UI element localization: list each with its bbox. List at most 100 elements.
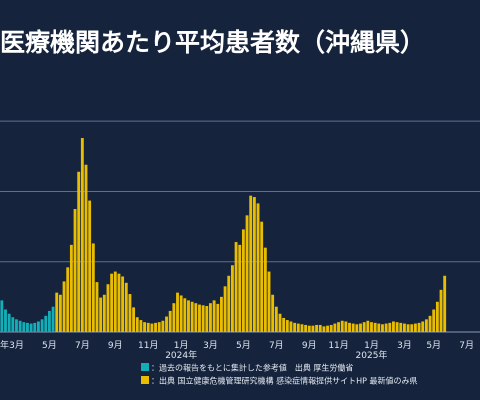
bar-s1-10 (33, 322, 37, 332)
bar-s2-87 (315, 324, 319, 332)
bar-s2-59 (212, 300, 216, 332)
bar-s1-5 (15, 319, 18, 332)
bar-s2-37 (132, 307, 136, 332)
bar-s1-13 (44, 315, 48, 332)
x-tick-label: 3月 (203, 340, 218, 351)
x-tick-label: 9月 (108, 340, 123, 351)
x-tick-label: 1月 (174, 340, 189, 351)
bar-s2-120 (435, 301, 439, 332)
bar-s2-43 (154, 322, 157, 332)
bar-s1-6 (18, 320, 22, 332)
bar-s2-51 (183, 298, 187, 332)
x-tick-label: 1月 (364, 340, 379, 351)
year-label: 2025年 (356, 349, 388, 361)
bar-s2-33 (117, 273, 121, 332)
bar-s2-18 (62, 281, 66, 332)
bar-s2-63 (227, 275, 231, 332)
page-title: 医療機関あたり平均患者数（沖縄県） (0, 28, 426, 57)
bar-s2-106 (384, 323, 388, 332)
bar-s2-39 (139, 320, 143, 332)
bar-s2-110 (399, 322, 403, 332)
x-tick-label: 7月 (75, 340, 90, 351)
bar-s1-11 (37, 321, 40, 332)
bar-s2-53 (190, 301, 194, 332)
bar-s2-16 (55, 292, 59, 332)
bar-s2-90 (326, 325, 329, 332)
bar-s2-23 (80, 138, 84, 332)
bar-s2-101 (366, 320, 370, 332)
bar-s2-117 (424, 319, 428, 332)
bar-s2-83 (300, 324, 304, 332)
bar-s2-54 (194, 303, 198, 332)
x-tick-label: 9月 (302, 340, 317, 351)
bar-s2-116 (421, 321, 425, 332)
bar-s2-84 (304, 324, 308, 332)
bar-s2-76 (274, 306, 278, 332)
bar-s2-67 (241, 229, 245, 332)
bar-s2-122 (443, 275, 447, 332)
bar-s2-52 (187, 300, 190, 332)
bar-s2-31 (110, 273, 114, 332)
bar-s2-29 (102, 294, 106, 332)
bar-s2-70 (252, 197, 256, 332)
bar-s1-14 (47, 310, 51, 332)
bar-s2-81 (293, 322, 297, 332)
bar-s1-3 (7, 313, 11, 332)
bar-s2-36 (128, 294, 132, 332)
bar-s2-114 (413, 323, 417, 332)
bar-s2-79 (285, 320, 289, 332)
bar-s2-92 (333, 323, 337, 332)
bar-s2-115 (417, 322, 421, 332)
bar-s2-34 (121, 276, 125, 332)
bar-s2-103 (373, 322, 377, 332)
bar-s2-99 (359, 323, 362, 332)
legend-label-1: ：過去の報告をもとに集計した参考値 出典 厚生労働省 (151, 363, 353, 373)
bar-s1-4 (11, 317, 15, 332)
bar-s2-100 (362, 322, 366, 332)
bar-s2-72 (260, 221, 264, 332)
x-tick-label: 11月 (138, 340, 158, 351)
bar-s2-121 (439, 289, 443, 332)
bar-s2-30 (106, 284, 110, 332)
x-tick-label: 5月 (426, 340, 441, 351)
legend-swatch-1 (141, 363, 149, 371)
bar-s2-71 (256, 203, 260, 332)
bar-s2-60 (216, 303, 220, 332)
bar-s2-97 (351, 323, 355, 332)
bar-s2-55 (198, 304, 201, 332)
bar-s2-48 (172, 303, 176, 332)
bar-s2-35 (124, 282, 128, 332)
bar-s2-20 (69, 244, 73, 332)
bar-s2-58 (209, 303, 212, 332)
legend-label-2: ：出典 国立健康危機管理研究機構 感染症情報提供サイトHP 最新値のみ県 (151, 376, 417, 386)
x-tick-label: 7月 (269, 340, 284, 351)
bar-s2-77 (278, 313, 282, 332)
x-tick-label: 7月 (459, 340, 474, 351)
bar-s2-44 (157, 322, 161, 332)
x-tick-label: 年 (0, 339, 9, 351)
bar-s2-64 (230, 265, 234, 332)
bar-s1-15 (51, 306, 55, 332)
bar-s2-42 (150, 323, 154, 332)
bar-s2-85 (307, 325, 311, 332)
bar-s2-94 (340, 320, 344, 332)
bar-s2-107 (388, 322, 392, 332)
bar-s2-91 (329, 324, 333, 332)
legend-swatch-2 (141, 376, 149, 384)
bar-s2-80 (289, 321, 293, 332)
bar-s2-45 (161, 320, 165, 332)
bar-s2-113 (410, 324, 414, 332)
bar-s2-96 (348, 322, 351, 332)
bar-s2-86 (311, 325, 315, 332)
bar-s2-57 (205, 305, 209, 332)
bar-s2-27 (95, 282, 99, 332)
bar-s2-105 (381, 324, 384, 332)
bar-s2-108 (392, 321, 395, 332)
x-tick-label: 5月 (42, 340, 57, 351)
bar-s2-61 (220, 296, 223, 332)
bar-s2-88 (318, 324, 322, 332)
bar-s2-28 (99, 297, 103, 332)
bar-s1-9 (29, 323, 33, 332)
bar-s2-62 (223, 286, 227, 332)
bar-s2-49 (176, 292, 179, 332)
